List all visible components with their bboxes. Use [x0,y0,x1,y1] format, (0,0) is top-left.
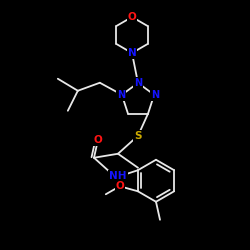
Text: N: N [117,90,125,100]
Text: O: O [116,181,124,191]
Text: O: O [128,12,136,22]
Text: S: S [134,131,142,141]
Text: N: N [134,78,142,88]
Text: N: N [128,48,136,58]
Text: O: O [94,135,102,145]
Text: NH: NH [109,171,127,181]
Text: N: N [151,90,159,100]
